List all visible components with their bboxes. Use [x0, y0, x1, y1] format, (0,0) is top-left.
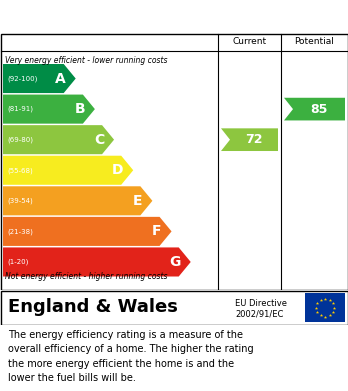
Text: The energy efficiency rating is a measure of the
overall efficiency of a home. T: The energy efficiency rating is a measur… [8, 330, 254, 383]
Text: EU Directive: EU Directive [235, 300, 287, 308]
Text: C: C [94, 133, 104, 147]
Text: (81-91): (81-91) [7, 106, 33, 112]
Text: D: D [112, 163, 123, 177]
Text: E: E [133, 194, 142, 208]
Text: Potential: Potential [294, 38, 334, 47]
Polygon shape [3, 248, 191, 276]
Polygon shape [284, 98, 345, 120]
Polygon shape [3, 64, 76, 93]
Text: (55-68): (55-68) [7, 167, 33, 174]
Text: England & Wales: England & Wales [8, 298, 178, 316]
Text: G: G [169, 255, 181, 269]
Text: 2002/91/EC: 2002/91/EC [235, 310, 283, 319]
Polygon shape [3, 95, 95, 124]
Polygon shape [3, 217, 172, 246]
Polygon shape [3, 186, 152, 215]
Polygon shape [3, 125, 114, 154]
Text: Energy Efficiency Rating: Energy Efficiency Rating [8, 9, 218, 25]
Text: Current: Current [232, 38, 267, 47]
Text: F: F [152, 224, 161, 239]
Text: (69-80): (69-80) [7, 136, 33, 143]
Polygon shape [221, 128, 278, 151]
Polygon shape [3, 156, 133, 185]
Text: A: A [55, 72, 66, 86]
Text: Very energy efficient - lower running costs: Very energy efficient - lower running co… [5, 56, 167, 65]
Text: 85: 85 [310, 102, 328, 116]
Text: B: B [74, 102, 85, 116]
Text: Not energy efficient - higher running costs: Not energy efficient - higher running co… [5, 272, 167, 281]
Text: (92-100): (92-100) [7, 75, 37, 82]
Text: (21-38): (21-38) [7, 228, 33, 235]
Text: (1-20): (1-20) [7, 259, 29, 265]
Bar [305, 293, 345, 322]
Text: (39-54): (39-54) [7, 197, 33, 204]
Text: 72: 72 [245, 133, 263, 146]
